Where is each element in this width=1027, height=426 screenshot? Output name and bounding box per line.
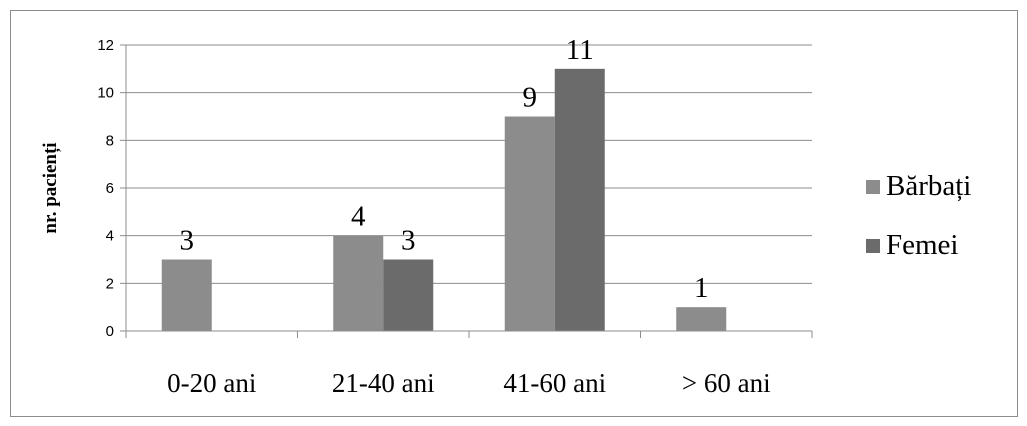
axes: 0 2 4 6 8 10 12 0-20 ani 21-40 ani 41-60 ani > 60 … — [97, 37, 813, 398]
y-tick-label: 10 — [97, 85, 114, 102]
y-axis-label: nr. pacienți — [40, 142, 61, 233]
x-tick-label: 21-40 ani — [332, 368, 435, 398]
y-tick-label: 2 — [106, 275, 114, 292]
y-tick-label: 0 — [106, 323, 114, 340]
gridlines — [126, 44, 812, 284]
x-tick-label: > 60 ani — [682, 368, 771, 398]
data-label: 3 — [180, 225, 195, 257]
legend: Bărbați Femei — [866, 170, 971, 261]
data-label: 3 — [401, 225, 416, 257]
data-label: 1 — [694, 272, 709, 304]
legend-label: Femei — [886, 229, 959, 261]
y-tick-label: 4 — [106, 228, 114, 245]
y-tick-label: 6 — [106, 180, 114, 197]
legend-swatch — [866, 239, 880, 253]
x-tick-label: 0-20 ani — [167, 368, 256, 398]
data-label: 4 — [351, 201, 366, 233]
bar — [383, 259, 434, 331]
data-label: 9 — [523, 82, 538, 114]
legend-swatch — [866, 180, 880, 194]
bar — [333, 235, 384, 331]
bar — [161, 259, 212, 331]
bars — [161, 68, 727, 331]
x-tick-label: 41-60 ani — [503, 368, 606, 398]
data-labels: 3 4 9 1 3 11 — [180, 34, 709, 304]
y-tick-label: 8 — [106, 132, 114, 149]
y-tick-label: 12 — [97, 37, 114, 54]
bar — [676, 307, 727, 331]
bar — [554, 68, 605, 331]
data-label: 11 — [566, 34, 594, 66]
legend-label: Bărbați — [886, 170, 971, 202]
bar — [504, 116, 555, 331]
